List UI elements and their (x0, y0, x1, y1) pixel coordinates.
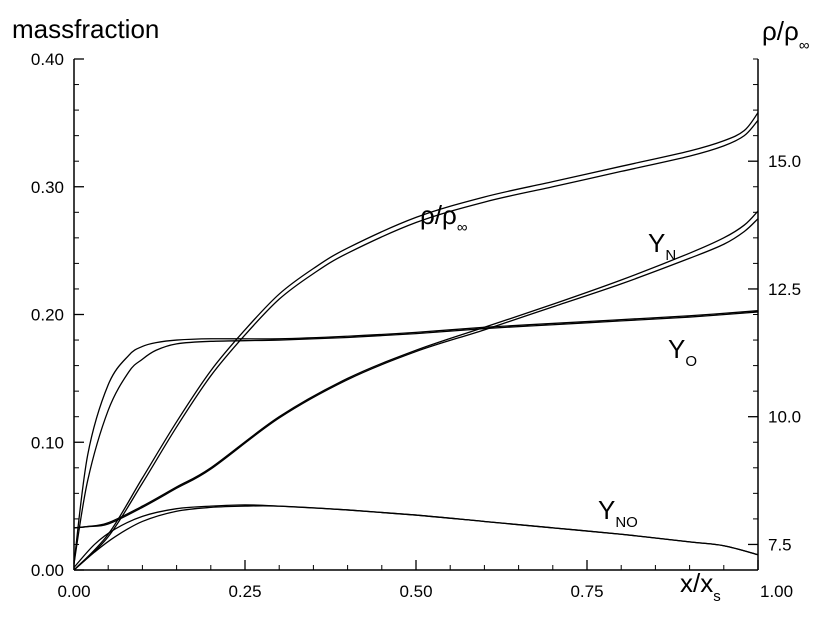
y-left-tick-label: 0.10 (31, 433, 64, 452)
y-right-tick-label: 10.0 (768, 408, 801, 427)
y-left-axis-title: massfraction (12, 14, 159, 44)
y-right-axis-title: ρ/ρ∞ (762, 16, 810, 54)
y-right-tick-label: 7.5 (768, 535, 792, 554)
annotation-yn-sub: N (665, 247, 676, 264)
annotation-yo-sub: O (685, 353, 697, 370)
annotation-rho-sub: ∞ (457, 219, 468, 236)
annotation-yn-main: Y (648, 228, 665, 258)
series-line-yo_a (73, 310, 759, 564)
series-line-yno_a (73, 504, 759, 568)
annotation-yn: YN (648, 228, 676, 264)
series-line-yn_a (73, 210, 759, 529)
annotation-yno: YNO (598, 495, 638, 531)
y-left-tick-label: 0.20 (31, 306, 64, 325)
annotation-rho-main: ρ/ρ (420, 200, 457, 230)
x-tick-label: 1.00 (760, 582, 793, 601)
series-line-yno_b (73, 505, 759, 571)
y-right-axis-title-sub: ∞ (799, 37, 810, 54)
annotation-yo: YO (668, 334, 697, 370)
x-axis-title-sub: s (713, 588, 721, 605)
series-line-yo_b (73, 311, 759, 564)
series-line-rho_b (73, 119, 759, 571)
y-right-tick-label: 12.5 (768, 280, 801, 299)
y-left-tick-label: 0.00 (31, 561, 64, 580)
x-tick-label: 0.75 (570, 582, 603, 601)
y-right-axis-title-main: ρ/ρ (762, 16, 799, 46)
x-axis-title: x/xs (680, 568, 721, 605)
annotation-rho: ρ/ρ∞ (420, 200, 468, 236)
annotation-yno-sub: NO (615, 514, 638, 531)
annotation-yo-main: Y (668, 334, 685, 364)
curves-group (73, 112, 759, 571)
y-right-tick-label: 15.0 (768, 152, 801, 171)
series-line-rho_a (73, 112, 759, 571)
y-left-tick-label: 0.30 (31, 178, 64, 197)
x-tick-label: 0.25 (228, 582, 261, 601)
y-left-tick-label: 0.40 (31, 50, 64, 69)
x-axis-title-main: x/x (680, 568, 713, 598)
x-tick-label: 0.50 (399, 582, 432, 601)
x-tick-label: 0.00 (57, 582, 90, 601)
ticks-group: 0.00 0.25 0.50 0.75 1.00 0.00 0.10 0.20 0.30 0.40… (31, 50, 801, 601)
annotation-yno-main: Y (598, 495, 615, 525)
series-line-yn_b (73, 218, 759, 529)
